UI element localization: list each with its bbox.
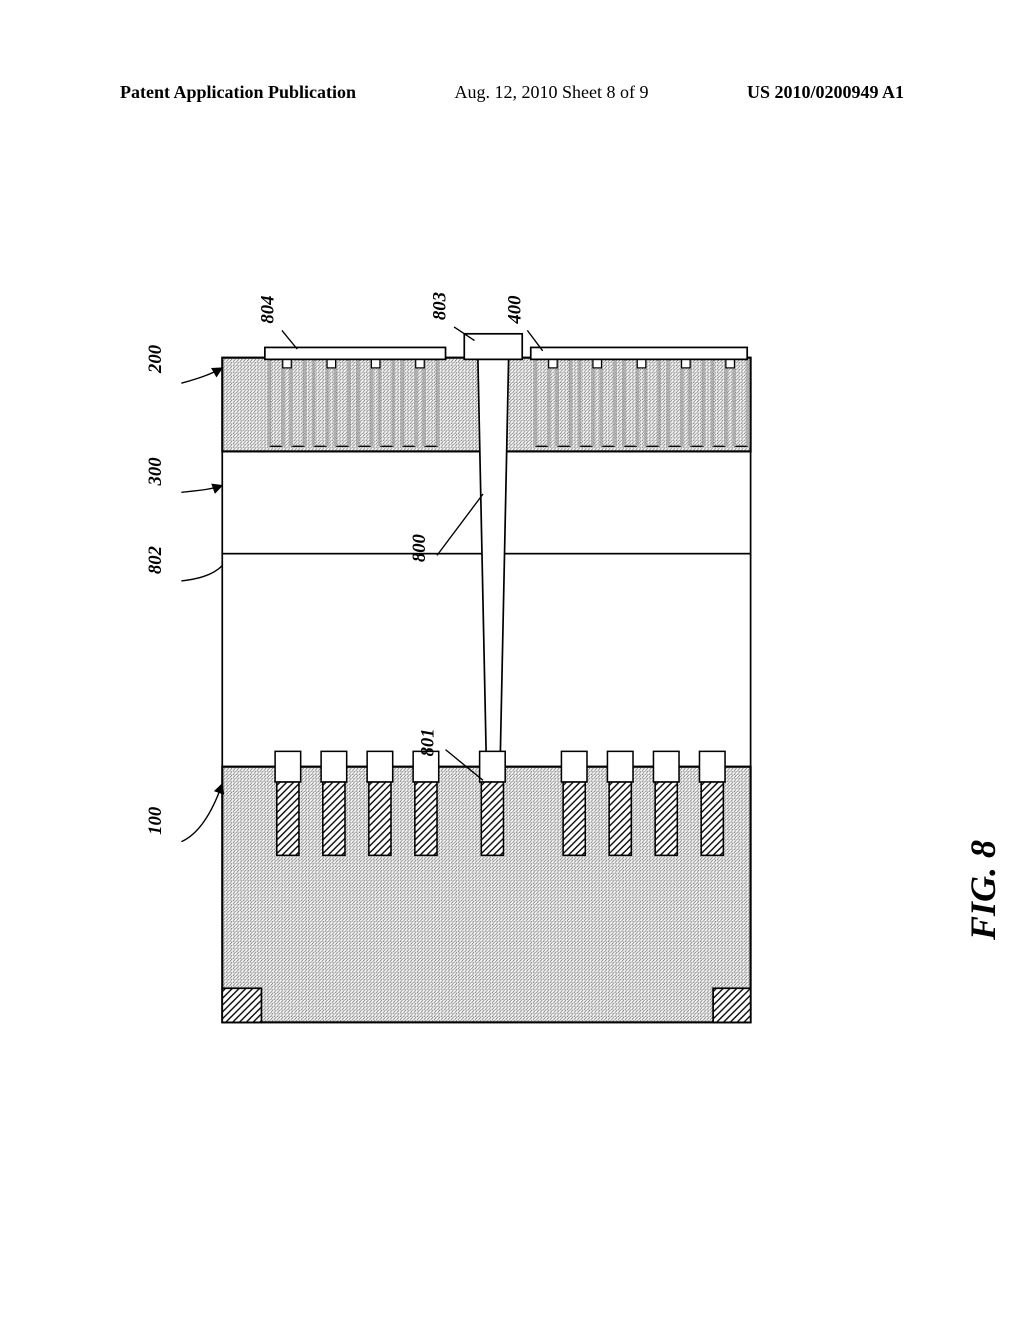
svg-text:300: 300 [145,457,166,487]
bottom-islands [275,751,725,855]
label-300: 300 [145,457,222,493]
label-100: 100 [145,784,222,842]
svg-text:800: 800 [409,533,430,562]
figure-svg: 200 300 802 100 804 803 [120,160,904,1220]
label-200: 200 [145,344,222,383]
fin-bridge-right [531,347,747,359]
bottom-hatch-left [222,988,261,1022]
svg-text:200: 200 [145,344,166,374]
label-804: 804 [257,295,297,349]
svg-text:100: 100 [145,806,166,835]
svg-text:803: 803 [430,292,451,320]
svg-text:802: 802 [145,546,166,574]
header-center: Aug. 12, 2010 Sheet 8 of 9 [455,82,649,103]
figure-caption: FIG. 8 [962,840,1004,940]
header-right: US 2010/0200949 A1 [747,82,904,103]
fin-bridge-left [265,347,446,359]
svg-text:801: 801 [418,728,439,756]
bottom-hatch-right [713,988,750,1022]
label-802: 802 [145,546,222,581]
island-801 [480,751,506,855]
page-header: Patent Application Publication Aug. 12, … [0,82,1024,103]
figure-8: 200 300 802 100 804 803 [120,160,904,1220]
svg-text:804: 804 [257,295,278,323]
pad-803 [464,334,522,360]
header-left: Patent Application Publication [120,82,356,103]
svg-text:400: 400 [505,295,526,325]
